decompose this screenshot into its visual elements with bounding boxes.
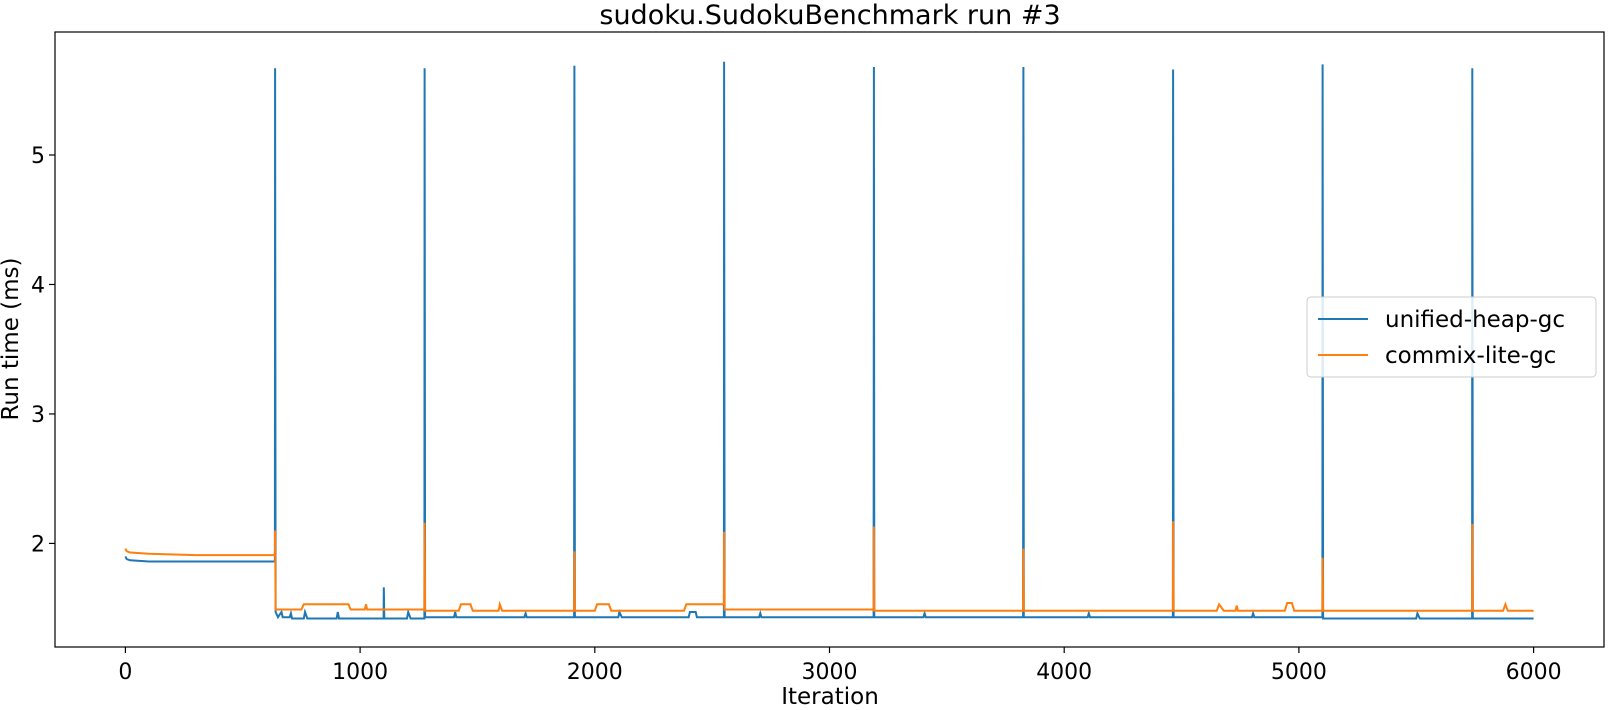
plot-area <box>124 61 1534 620</box>
chart-title: sudoku.SudokuBenchmark run #3 <box>599 0 1060 31</box>
x-tick-label: 0 <box>118 660 132 685</box>
x-tick-label: 4000 <box>1036 660 1092 685</box>
legend-label-commix-lite-gc: commix-lite-gc <box>1385 343 1556 369</box>
legend-box <box>1306 296 1597 378</box>
x-tick-label: 1000 <box>332 660 388 685</box>
y-axis-label: Run time (ms) <box>0 257 24 420</box>
series-line-commix-lite-gc <box>124 521 1534 612</box>
legend: unified-heap-gc commix-lite-gc <box>1306 296 1597 378</box>
y-tick-label: 2 <box>31 532 45 557</box>
y-tick-label: 3 <box>31 403 45 428</box>
x-tick-label: 2000 <box>567 660 623 685</box>
x-tick-label: 5000 <box>1271 660 1327 685</box>
y-tick-label: 5 <box>31 144 45 169</box>
x-tick-label: 3000 <box>802 660 858 685</box>
x-axis-label: Iteration <box>781 684 879 710</box>
y-tick-label: 4 <box>31 273 45 298</box>
y-axis: 2 3 4 5 <box>31 144 55 557</box>
x-tick-label: 6000 <box>1506 660 1562 685</box>
x-axis: 0 1000 2000 3000 4000 5000 6000 <box>118 647 1562 685</box>
legend-label-unified-heap-gc: unified-heap-gc <box>1385 307 1565 333</box>
